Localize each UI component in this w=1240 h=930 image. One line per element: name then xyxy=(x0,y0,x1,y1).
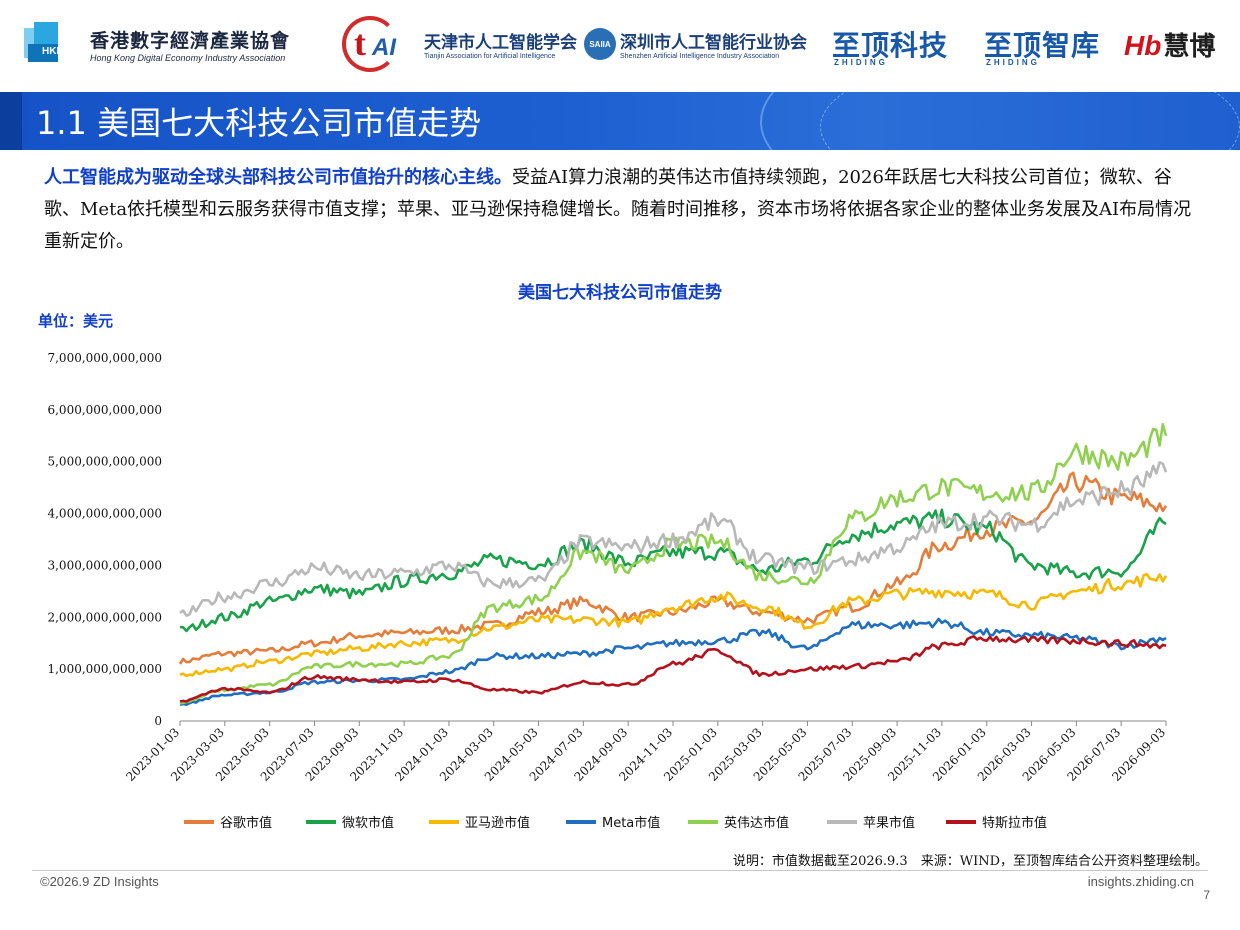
legend-label: 英伟达市值 xyxy=(724,815,789,831)
y-tick-label: 0 xyxy=(154,714,162,728)
hb-name: 慧博 xyxy=(1163,32,1216,62)
zd-think-sub: ZHIDING xyxy=(986,58,1040,67)
hb-logo: Hb慧博 xyxy=(1124,26,1215,63)
hkde-name-en: Hong Kong Digital Economy Industry Assoc… xyxy=(90,52,286,63)
title-banner: 1.1 美国七大科技公司市值走势 xyxy=(0,92,1240,150)
hb-mark-icon: Hb xyxy=(1124,30,1162,61)
saiia-name-en: Shenzhen Artificial Intelligence Industr… xyxy=(620,53,780,60)
footer-divider xyxy=(32,870,1208,871)
page-title: 1.1 美国七大科技公司市值走势 xyxy=(36,104,482,142)
summary-lead: 人工智能成为驱动全球头部科技公司市值抬升的核心主线。 xyxy=(44,167,512,188)
y-tick-label: 2,000,000,000,000 xyxy=(47,610,162,624)
zd-tech-name: 至顶科技 xyxy=(832,29,949,62)
legend-label: 谷歌市值 xyxy=(220,815,272,831)
zd-tech-sub: ZHIDING xyxy=(834,58,888,67)
hkde-logo: HKDE 香港數字經濟產業協會 Hong Kong Digital Econom… xyxy=(24,22,290,66)
saiia-logo: SAIIA 深圳市人工智能行业协会 Shenzhen Artificial In… xyxy=(584,28,807,60)
site-url: insights.zhiding.cn xyxy=(1087,874,1194,889)
series-line-6 xyxy=(179,635,1167,703)
zd-tech-logo: 至顶科技 ZHIDING xyxy=(832,24,949,67)
summary-paragraph: 人工智能成为驱动全球头部科技公司市值抬升的核心主线。受益AI算力浪潮的英伟达市值… xyxy=(44,162,1204,258)
zd-think-name: 至顶智库 xyxy=(984,29,1101,62)
legend-label: 亚马逊市值 xyxy=(465,815,530,831)
summary-body: 受益AI算力浪潮的英伟达市值持续领跑，2026年跃居七大科技公司首位；微软、谷歌… xyxy=(44,167,1192,252)
y-tick-label: 6,000,000,000,000 xyxy=(47,403,162,417)
chart-unit-label: 单位：美元 xyxy=(38,312,114,330)
hkde-name-cn: 香港數字經濟產業協會 xyxy=(90,29,291,52)
series-line-5 xyxy=(179,461,1168,617)
y-tick-label: 1,000,000,000,000 xyxy=(47,662,162,676)
y-tick-label: 3,000,000,000,000 xyxy=(47,558,162,572)
legend-label: 特斯拉市值 xyxy=(982,815,1047,831)
chart-title: 美国七大科技公司市值走势 xyxy=(518,283,722,303)
legend-label: 苹果市值 xyxy=(863,815,915,831)
series-line-1 xyxy=(179,508,1167,633)
taai-name-en: Tianjin Association for Artificial Intel… xyxy=(424,53,556,60)
y-tick-label: 4,000,000,000,000 xyxy=(47,507,162,521)
copyright: ©2026.9 ZD Insights xyxy=(40,874,159,889)
legend-label: Meta市值 xyxy=(602,815,660,831)
hkde-tag: HKDE xyxy=(42,46,71,57)
logo-strip: HKDE 香港數字經濟產業協會 Hong Kong Digital Econom… xyxy=(0,0,1240,92)
zd-think-logo: 至顶智库 ZHIDING xyxy=(984,24,1101,67)
y-tick-label: 5,000,000,000,000 xyxy=(47,455,162,469)
legend-label: 微软市值 xyxy=(342,815,394,831)
hkde-badge-icon: HKDE xyxy=(24,22,84,66)
page-number: 7 xyxy=(1203,888,1210,902)
y-tick-label: 7,000,000,000,000 xyxy=(47,351,162,365)
saiia-emblem-icon: SAIIA xyxy=(584,28,616,60)
market-cap-chart: 0 1,000,000,000,000 2,000,000,000,000 3,000… xyxy=(47,351,1168,831)
taai-emblem-icon: t AI xyxy=(338,14,416,74)
series-line-2 xyxy=(179,572,1168,678)
taai-name-cn: 天津市人工智能学会 xyxy=(424,33,577,53)
taai-logo: t AI 天津市人工智能学会 Tianjin Association for A… xyxy=(338,14,577,74)
source-note: 说明：市值数据截至2026.9.3 来源：WIND，至顶智库结合公开资料整理绘制… xyxy=(732,854,1208,869)
saiia-name-cn: 深圳市人工智能行业协会 xyxy=(620,33,807,53)
